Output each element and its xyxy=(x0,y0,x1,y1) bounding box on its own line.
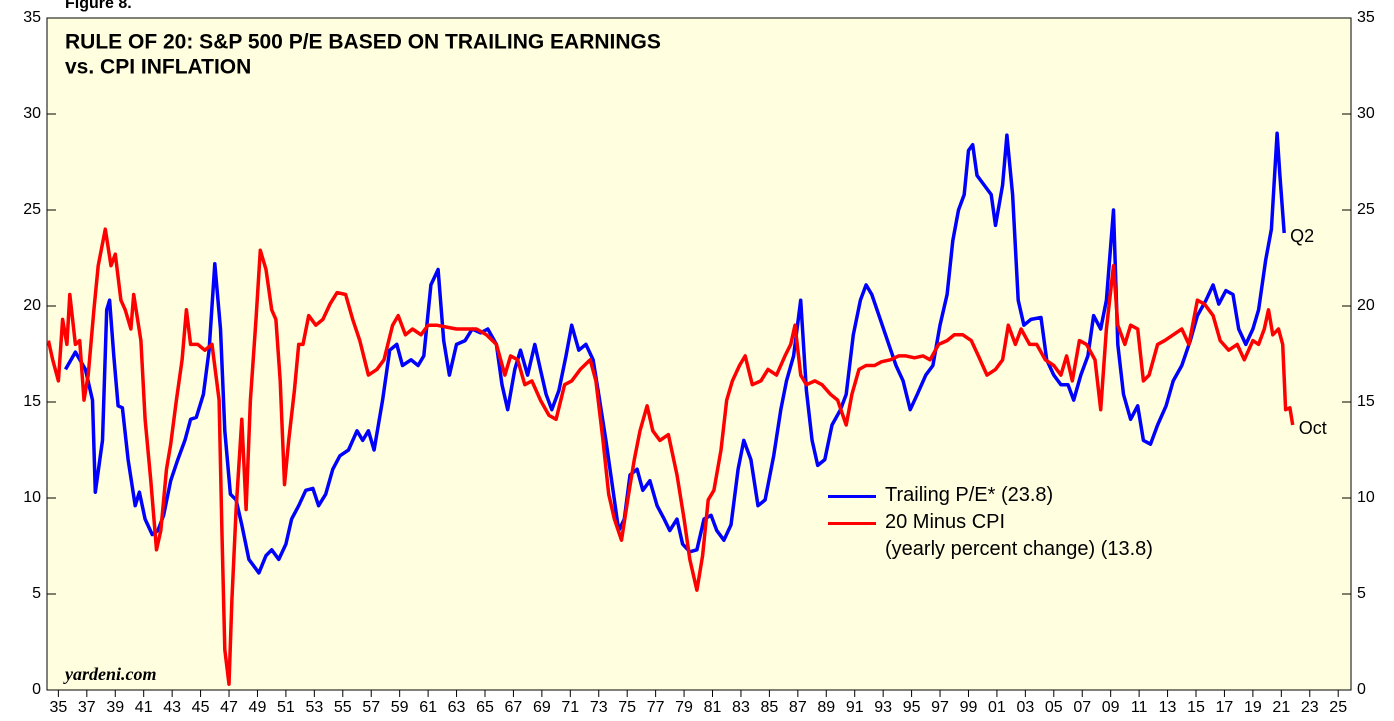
x-tick-label: 63 xyxy=(448,699,466,716)
x-tick-label: 37 xyxy=(78,699,96,716)
y-tick-label: 25 xyxy=(23,201,41,218)
x-tick-label: 35 xyxy=(49,699,67,716)
x-tick-label: 69 xyxy=(533,699,551,716)
x-tick-label: 01 xyxy=(988,699,1006,716)
x-tick-label: 61 xyxy=(419,699,437,716)
x-tick-label: 13 xyxy=(1159,699,1177,716)
x-tick-label: 17 xyxy=(1216,699,1234,716)
x-tick-label: 75 xyxy=(618,699,636,716)
x-tick-label: 51 xyxy=(277,699,295,716)
x-tick-label: 83 xyxy=(732,699,750,716)
x-tick-label: 59 xyxy=(391,699,409,716)
y-tick-label: 20 xyxy=(23,297,41,314)
x-tick-label: 39 xyxy=(106,699,124,716)
y-tick-label: 30 xyxy=(23,105,41,122)
y-tick-label: 5 xyxy=(32,585,41,602)
y-tick-label: 0 xyxy=(32,681,41,698)
x-tick-label: 67 xyxy=(505,699,523,716)
y-tick-label: 10 xyxy=(23,489,41,506)
legend-swatch xyxy=(828,522,876,525)
y-tick-label: 35 xyxy=(23,9,41,26)
y2-tick-label: 5 xyxy=(1357,585,1366,602)
y2-tick-label: 25 xyxy=(1357,201,1375,218)
legend-swatch xyxy=(828,495,876,498)
x-tick-label: 15 xyxy=(1187,699,1205,716)
x-tick-label: 55 xyxy=(334,699,352,716)
y2-tick-label: 20 xyxy=(1357,297,1375,314)
series-line xyxy=(46,227,1295,686)
x-tick-label: 19 xyxy=(1244,699,1262,716)
legend: Trailing P/E* (23.8) 20 Minus CPI (yearly… xyxy=(828,482,1153,563)
x-tick-label: 41 xyxy=(135,699,153,716)
x-tick-label: 97 xyxy=(931,699,949,716)
x-tick-label: 23 xyxy=(1301,699,1319,716)
y2-tick-label: 0 xyxy=(1357,681,1366,698)
x-tick-label: 25 xyxy=(1329,699,1347,716)
chart-title: RULE OF 20: S&P 500 P/E BASED ON TRAILIN… xyxy=(65,31,661,54)
x-tick-label: 91 xyxy=(846,699,864,716)
y2-tick-label: 30 xyxy=(1357,105,1375,122)
x-tick-label: 73 xyxy=(590,699,608,716)
x-tick-label: 81 xyxy=(704,699,722,716)
x-tick-label: 71 xyxy=(561,699,579,716)
x-tick-label: 77 xyxy=(647,699,665,716)
annotation: Oct xyxy=(1299,418,1327,438)
x-tick-label: 79 xyxy=(675,699,693,716)
x-tick-label: 99 xyxy=(960,699,978,716)
x-tick-label: 03 xyxy=(1016,699,1034,716)
x-tick-label: 47 xyxy=(220,699,238,716)
x-tick-label: 53 xyxy=(305,699,323,716)
x-tick-label: 45 xyxy=(192,699,210,716)
figure-label: Figure 8. xyxy=(65,0,132,12)
x-tick-label: 95 xyxy=(903,699,921,716)
source: yardeni.com xyxy=(63,664,157,684)
chart-title: vs. CPI INFLATION xyxy=(65,56,251,79)
y2-tick-label: 10 xyxy=(1357,489,1375,506)
legend-label: Trailing P/E* (23.8) xyxy=(885,484,1054,506)
annotation: Q2 xyxy=(1290,226,1314,246)
x-tick-label: 57 xyxy=(362,699,380,716)
x-tick-label: 87 xyxy=(789,699,807,716)
x-tick-label: 11 xyxy=(1131,699,1148,716)
x-tick-label: 89 xyxy=(817,699,835,716)
legend-label: 20 Minus CPI (yearly percent change) (13… xyxy=(885,511,1153,560)
x-tick-label: 65 xyxy=(476,699,494,716)
y-tick-label: 15 xyxy=(23,393,41,410)
x-tick-label: 09 xyxy=(1102,699,1120,716)
y2-tick-label: 35 xyxy=(1357,9,1375,26)
x-tick-label: 21 xyxy=(1272,699,1290,716)
x-tick-label: 05 xyxy=(1045,699,1063,716)
x-tick-label: 93 xyxy=(874,699,892,716)
x-tick-label: 85 xyxy=(760,699,778,716)
legend-item: Trailing P/E* (23.8) xyxy=(828,482,1153,509)
x-tick-label: 07 xyxy=(1073,699,1091,716)
y2-tick-label: 15 xyxy=(1357,393,1375,410)
x-tick-label: 43 xyxy=(163,699,181,716)
x-tick-label: 49 xyxy=(249,699,267,716)
series-line xyxy=(63,131,1286,575)
legend-item: 20 Minus CPI (yearly percent change) (13… xyxy=(828,509,1153,563)
